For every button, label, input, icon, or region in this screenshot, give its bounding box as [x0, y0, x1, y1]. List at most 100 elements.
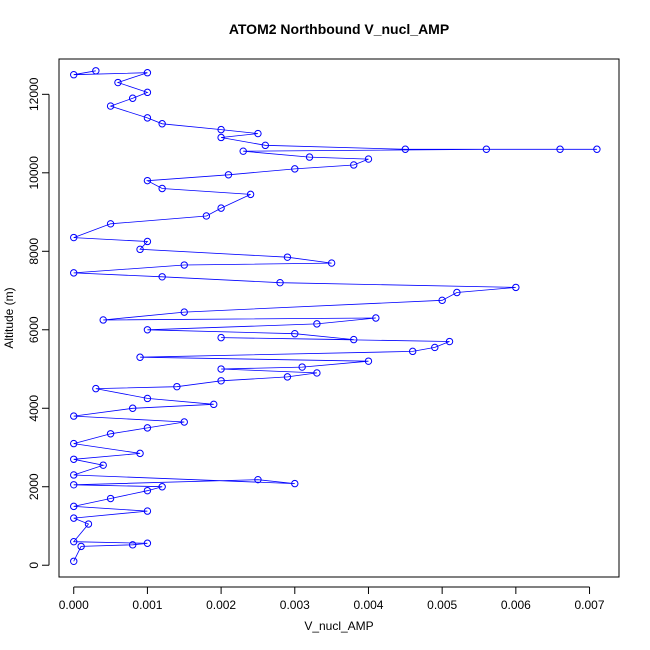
data-point	[453, 288, 461, 297]
data-point	[364, 357, 373, 365]
data-point	[77, 542, 85, 551]
x-tick-label: 0.006	[501, 598, 531, 612]
data-point	[283, 373, 292, 381]
data-point	[254, 129, 262, 138]
data-point	[99, 461, 107, 469]
x-tick-label: 0.000	[59, 598, 89, 612]
data-point	[180, 261, 188, 269]
data-point	[136, 245, 144, 254]
x-tick-label: 0.007	[575, 598, 605, 612]
data-point	[143, 69, 152, 77]
data-point	[70, 269, 78, 277]
data-point	[92, 384, 100, 393]
data-point	[556, 145, 564, 153]
data-point	[217, 133, 225, 142]
data-point	[158, 483, 166, 491]
data-point	[482, 145, 491, 153]
data-point	[291, 479, 299, 488]
data-point	[217, 333, 225, 342]
data-point	[114, 78, 122, 87]
data-point	[210, 400, 218, 409]
data-point	[70, 481, 78, 489]
data-point	[512, 283, 520, 292]
data-point	[70, 537, 78, 546]
y-axis-label: Altitude (m)	[2, 287, 16, 348]
data-point	[291, 165, 299, 173]
data-point	[70, 70, 78, 79]
x-tick-label: 0.005	[427, 598, 457, 612]
data-point	[106, 430, 115, 438]
data-point	[283, 253, 292, 261]
data-point	[70, 502, 78, 511]
data-point	[136, 449, 144, 458]
data-point	[143, 486, 152, 495]
data-point	[217, 365, 225, 373]
data-point	[305, 153, 314, 161]
data-point	[401, 145, 410, 153]
data-point	[70, 514, 78, 522]
data-point	[158, 273, 166, 281]
y-tick-label: 12000	[27, 77, 41, 111]
data-point	[180, 418, 188, 426]
data-point	[372, 314, 380, 322]
data-point	[217, 377, 225, 385]
data-point	[70, 233, 78, 242]
data-point	[291, 329, 299, 338]
data-point	[128, 94, 137, 102]
data-point	[313, 369, 321, 377]
data-point	[143, 539, 152, 547]
data-point	[350, 335, 358, 344]
data-point	[106, 102, 115, 110]
data-point	[438, 296, 446, 305]
data-point	[70, 455, 78, 463]
x-tick-label: 0.004	[353, 598, 383, 612]
y-tick-label: 0	[27, 562, 41, 569]
data-point	[445, 337, 454, 346]
data-point	[217, 125, 225, 134]
series-points	[70, 67, 601, 566]
y-tick-label: 10000	[27, 156, 41, 190]
plot-frame	[58, 58, 620, 578]
data-point	[254, 475, 262, 484]
data-point	[298, 363, 306, 371]
y-tick-label: 2000	[27, 473, 41, 500]
data-point	[92, 67, 100, 75]
data-point	[143, 237, 152, 246]
data-point	[70, 439, 78, 448]
data-point	[350, 161, 358, 169]
data-point	[364, 155, 373, 163]
data-point	[224, 171, 233, 179]
data-point	[106, 220, 115, 228]
data-point	[136, 353, 144, 361]
y-axis: 0 2000 4000 6000 8000 10000 12000	[27, 77, 50, 569]
data-point	[143, 326, 152, 334]
y-tick-label: 8000	[27, 238, 41, 265]
x-axis: 0.000 0.001 0.002 0.003 0.004 0.005 0.006 0.007	[59, 586, 605, 612]
data-point	[173, 382, 181, 391]
x-tick-label: 0.003	[280, 598, 310, 612]
data-point	[246, 190, 255, 199]
data-point	[143, 88, 152, 97]
data-point	[158, 120, 166, 128]
data-point	[143, 507, 152, 515]
x-axis-label: V_nucl_AMP	[304, 619, 373, 633]
data-point	[202, 212, 211, 220]
x-tick-label: 0.002	[206, 598, 236, 612]
data-point	[128, 541, 137, 549]
data-point	[70, 557, 78, 566]
data-point	[313, 320, 321, 328]
x-tick-label: 0.001	[132, 598, 162, 612]
data-point	[217, 204, 225, 212]
y-tick-label: 4000	[27, 395, 41, 422]
data-point	[143, 114, 152, 122]
data-point	[143, 394, 152, 403]
data-point	[84, 520, 93, 528]
data-point	[70, 412, 78, 420]
data-point	[276, 278, 284, 287]
series-line	[72, 70, 597, 562]
data-point	[408, 347, 417, 356]
data-point	[128, 404, 137, 412]
chart-title: ATOM2 Northbound V_nucl_AMP	[229, 21, 449, 37]
data-point	[239, 147, 247, 155]
